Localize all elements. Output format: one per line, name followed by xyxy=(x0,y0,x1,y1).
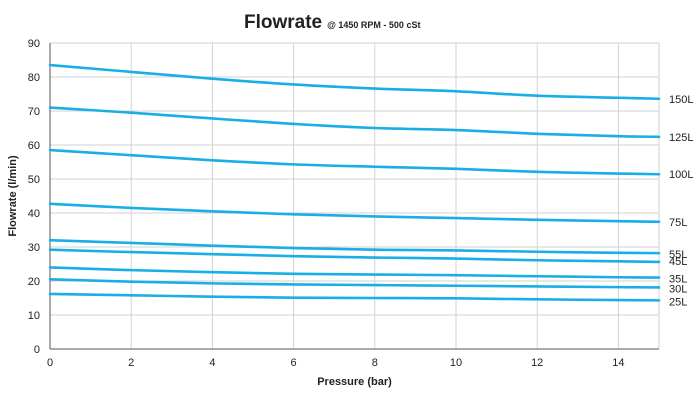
series-label-25L: 25L xyxy=(669,296,687,308)
x-tick-label: 2 xyxy=(128,357,134,369)
y-tick-label: 70 xyxy=(28,106,40,118)
y-tick-label: 30 xyxy=(28,242,40,254)
series-label-35L: 35L xyxy=(669,274,687,286)
series-label-100L: 100L xyxy=(669,169,693,181)
x-tick-label: 14 xyxy=(612,357,624,369)
series-line-55L xyxy=(48,238,661,255)
series-label-125L: 125L xyxy=(669,132,693,144)
series-label-55L: 55L xyxy=(669,249,687,261)
y-tick-label: 80 xyxy=(28,72,40,84)
series-line-45L xyxy=(48,248,661,264)
chart-title-main: Flowrate xyxy=(244,12,322,33)
series-line-125L xyxy=(48,106,661,139)
x-tick-label: 4 xyxy=(209,357,215,369)
series-lines xyxy=(48,63,661,302)
series-line-100L xyxy=(48,148,661,176)
chart-subtitle: @ 1450 RPM - 500 cSt xyxy=(327,20,420,30)
x-tick-label: 8 xyxy=(372,357,378,369)
x-tick-label: 10 xyxy=(450,357,462,369)
x-tick-label: 0 xyxy=(47,357,53,369)
y-axis-title: Flowrate (l/min) xyxy=(7,155,19,237)
y-tick-label: 90 xyxy=(28,38,40,50)
series-line-25L xyxy=(48,292,661,302)
series-line-35L xyxy=(48,266,661,279)
series-line-75L xyxy=(48,202,661,224)
y-tick-label: 60 xyxy=(28,140,40,152)
x-axis-title: Pressure (bar) xyxy=(317,376,392,388)
x-tick-label: 12 xyxy=(531,357,543,369)
x-tick-label: 6 xyxy=(291,357,297,369)
y-tick-label: 0 xyxy=(34,344,40,356)
series-label-150L: 150L xyxy=(669,94,693,106)
y-tick-label: 20 xyxy=(28,276,40,288)
axes xyxy=(49,43,659,350)
series-line-150L xyxy=(48,63,661,101)
series-label-30L: 30L xyxy=(669,283,687,295)
series-line-30L xyxy=(48,278,661,289)
tick-labels: 0 10 20 30 40 50 60 70 80 90 0 2 4 6 8 10 12 14 xyxy=(28,38,625,369)
chart-title: Flowrate @ 1450 RPM - 500 cSt xyxy=(244,12,420,33)
y-tick-label: 50 xyxy=(28,174,40,186)
series-label-75L: 75L xyxy=(669,217,687,229)
y-tick-label: 40 xyxy=(28,208,40,220)
y-tick-label: 10 xyxy=(28,310,40,322)
series-label-45L: 45L xyxy=(669,256,687,268)
